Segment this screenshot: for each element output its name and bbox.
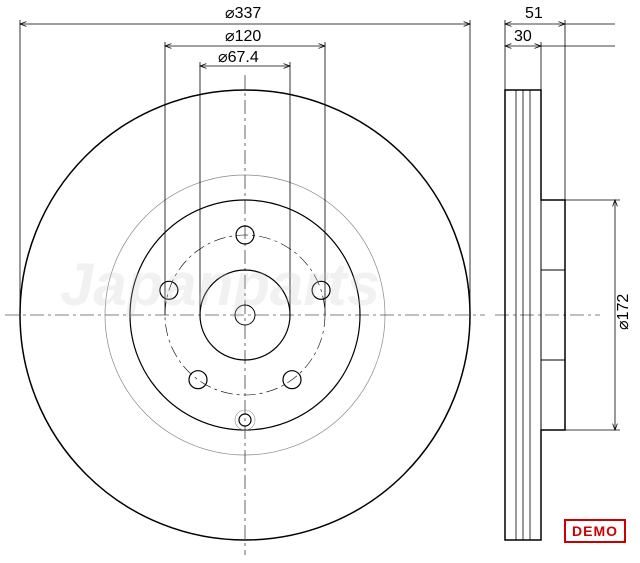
dim-center-bore: ⌀67.4 [218, 49, 259, 66]
dim-bolt-circle: ⌀120 [225, 28, 261, 45]
side-view [495, 90, 600, 540]
dim-outer-diameter: ⌀337 [225, 5, 261, 22]
demo-badge: DEMO [564, 519, 626, 543]
dim-thickness: 30 [514, 28, 532, 45]
dim-depth: 51 [525, 5, 543, 22]
dimensions-side-top [505, 20, 615, 200]
dim-hat-diameter: ⌀172 [615, 294, 632, 330]
front-view [5, 75, 485, 555]
drawing-canvas: ⌀337 ⌀120 ⌀67.4 51 30 ⌀172 [0, 0, 640, 563]
